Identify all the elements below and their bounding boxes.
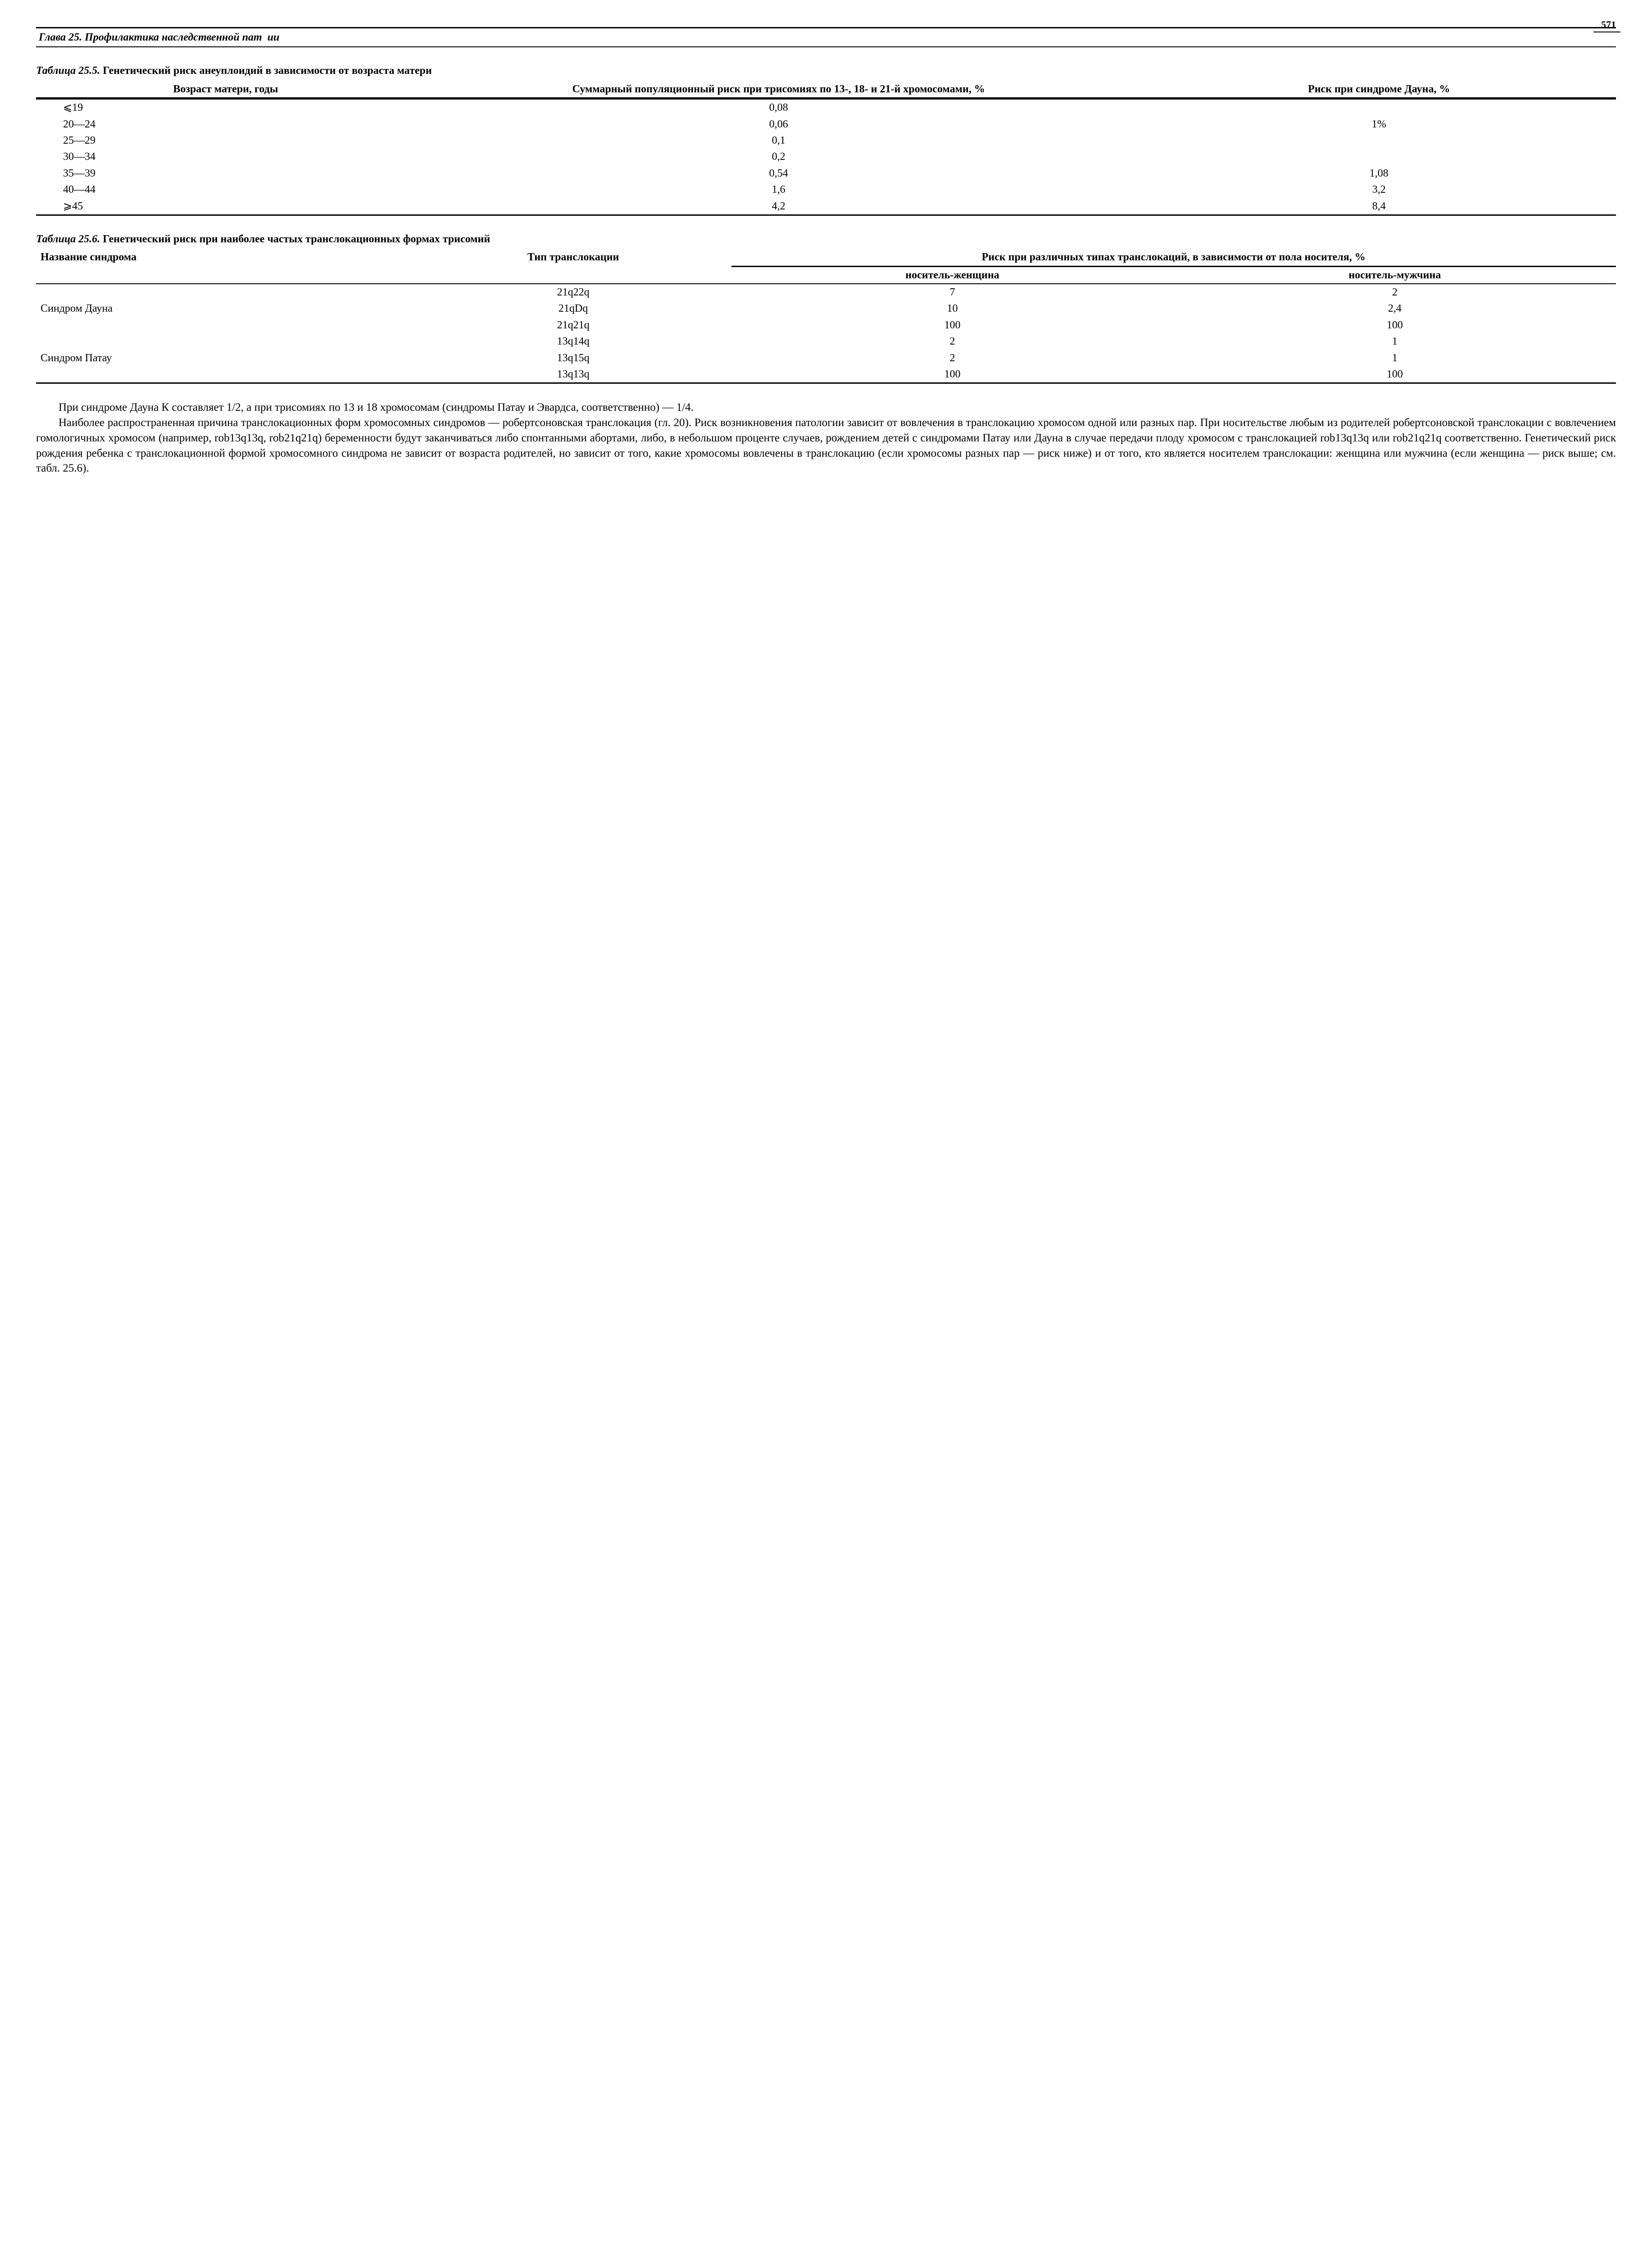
table-25-5-header-down: Риск при синдроме Дауна, % (1142, 81, 1616, 98)
table-25-5-bottom-rule (36, 214, 1616, 215)
page-number: 571 (1601, 18, 1616, 32)
chapter-header-mid: ии (265, 30, 282, 45)
table-25-6-header-syndrome: Название синдрома (36, 249, 415, 284)
cell-female: 10 (731, 300, 1174, 317)
cell-syndrome: Синдром Дауна (36, 300, 415, 317)
cell-down-risk: 3,2 (1142, 182, 1616, 198)
table-row: 30—340,2 (36, 149, 1616, 165)
table-25-6-header-type: Тип транслокации (415, 249, 731, 284)
cell-male: 1 (1174, 333, 1616, 350)
cell-syndrome: Синдром Патау (36, 350, 415, 366)
body-text: При синдроме Дауна К составляет 1/2, а п… (36, 400, 1616, 476)
cell-translocation-type: 21q22q (415, 284, 731, 300)
cell-syndrome (36, 333, 415, 350)
cell-male: 100 (1174, 366, 1616, 382)
cell-female: 100 (731, 366, 1174, 382)
table-25-6-header-row1: Название синдрома Тип транслокации Риск … (36, 249, 1616, 266)
cell-total-risk: 1,6 (415, 182, 1142, 198)
table-row: Синдром Патау13q15q21 (36, 350, 1616, 366)
table-25-5-caption: Таблица 25.5. Генетический риск анеуплои… (36, 64, 1616, 78)
table-row: 21q21q100100 (36, 317, 1616, 333)
table-25-6-header-female: носитель-женщина (731, 266, 1174, 284)
table-row: Синдром Дауна21qDq102,4 (36, 300, 1616, 317)
cell-down-risk: 8,4 (1142, 198, 1616, 214)
cell-age: ⩾45 (36, 198, 415, 214)
table-25-5-caption-title: Генетический риск анеуплоидий в зависимо… (103, 65, 432, 77)
chapter-header-left: Глава 25. Профилактика наследственной па… (36, 30, 265, 45)
cell-total-risk: 0,06 (415, 116, 1142, 132)
cell-male: 2 (1174, 284, 1616, 300)
table-row: ⩽190,08 (36, 99, 1616, 116)
cell-female: 2 (731, 333, 1174, 350)
cell-translocation-type: 13q13q (415, 366, 731, 382)
table-row: 13q14q21 (36, 333, 1616, 350)
table-row: 40—441,63,2 (36, 182, 1616, 198)
table-25-5-header-age: Возраст матери, годы (36, 81, 415, 98)
table-row: 21q22q72 (36, 284, 1616, 300)
cell-syndrome (36, 317, 415, 333)
cell-down-risk (1142, 99, 1616, 116)
chapter-header-gap (282, 30, 1616, 45)
table-25-6-caption-title: Генетический риск при наиболее частых тр… (103, 233, 490, 245)
table-25-6-header-risk: Риск при различных типах транслокаций, в… (731, 249, 1616, 266)
cell-total-risk: 0,1 (415, 132, 1142, 149)
table-25-5-caption-number: Таблица 25.5. (36, 65, 100, 77)
table-row: 20—240,061% (36, 116, 1616, 132)
cell-age: 20—24 (36, 116, 415, 132)
body-paragraph-2: Наиболее распространенная причина трансл… (36, 415, 1616, 476)
cell-age: 30—34 (36, 149, 415, 165)
table-row: 35—390,541,08 (36, 165, 1616, 182)
table-25-6-header-male: носитель-мужчина (1174, 266, 1616, 284)
body-paragraph-1: При синдроме Дауна К составляет 1/2, а п… (36, 400, 1616, 415)
cell-down-risk (1142, 149, 1616, 165)
table-row: ⩾454,28,4 (36, 198, 1616, 214)
cell-age: 25—29 (36, 132, 415, 149)
cell-translocation-type: 21qDq (415, 300, 731, 317)
cell-age: ⩽19 (36, 99, 415, 116)
table-25-6: Название синдрома Тип транслокации Риск … (36, 249, 1616, 384)
cell-translocation-type: 13q15q (415, 350, 731, 366)
cell-total-risk: 0,2 (415, 149, 1142, 165)
table-row: 13q13q100100 (36, 366, 1616, 382)
cell-down-risk: 1% (1142, 116, 1616, 132)
table-25-6-caption: Таблица 25.6. Генетический риск при наиб… (36, 232, 1616, 246)
table-25-6-caption-number: Таблица 25.6. (36, 233, 100, 245)
page-number-underline (1593, 32, 1620, 36)
table-25-5-header-row: Возраст матери, годы Суммарный популяцио… (36, 81, 1616, 98)
table-25-5: Возраст матери, годы Суммарный популяцио… (36, 81, 1616, 216)
cell-male: 100 (1174, 317, 1616, 333)
cell-translocation-type: 13q14q (415, 333, 731, 350)
cell-female: 100 (731, 317, 1174, 333)
cell-total-risk: 0,08 (415, 99, 1142, 116)
cell-total-risk: 4,2 (415, 198, 1142, 214)
cell-total-risk: 0,54 (415, 165, 1142, 182)
cell-male: 2,4 (1174, 300, 1616, 317)
cell-female: 2 (731, 350, 1174, 366)
table-row: 25—290,1 (36, 132, 1616, 149)
cell-syndrome (36, 284, 415, 300)
cell-translocation-type: 21q21q (415, 317, 731, 333)
table-25-5-header-total: Суммарный популяционный риск при трисоми… (415, 81, 1142, 98)
chapter-header: Глава 25. Профилактика наследственной па… (36, 27, 1616, 47)
cell-age: 35—39 (36, 165, 415, 182)
cell-down-risk (1142, 132, 1616, 149)
table-25-6-bottom-rule (36, 382, 1616, 383)
cell-male: 1 (1174, 350, 1616, 366)
cell-syndrome (36, 366, 415, 382)
cell-age: 40—44 (36, 182, 415, 198)
cell-down-risk: 1,08 (1142, 165, 1616, 182)
cell-female: 7 (731, 284, 1174, 300)
